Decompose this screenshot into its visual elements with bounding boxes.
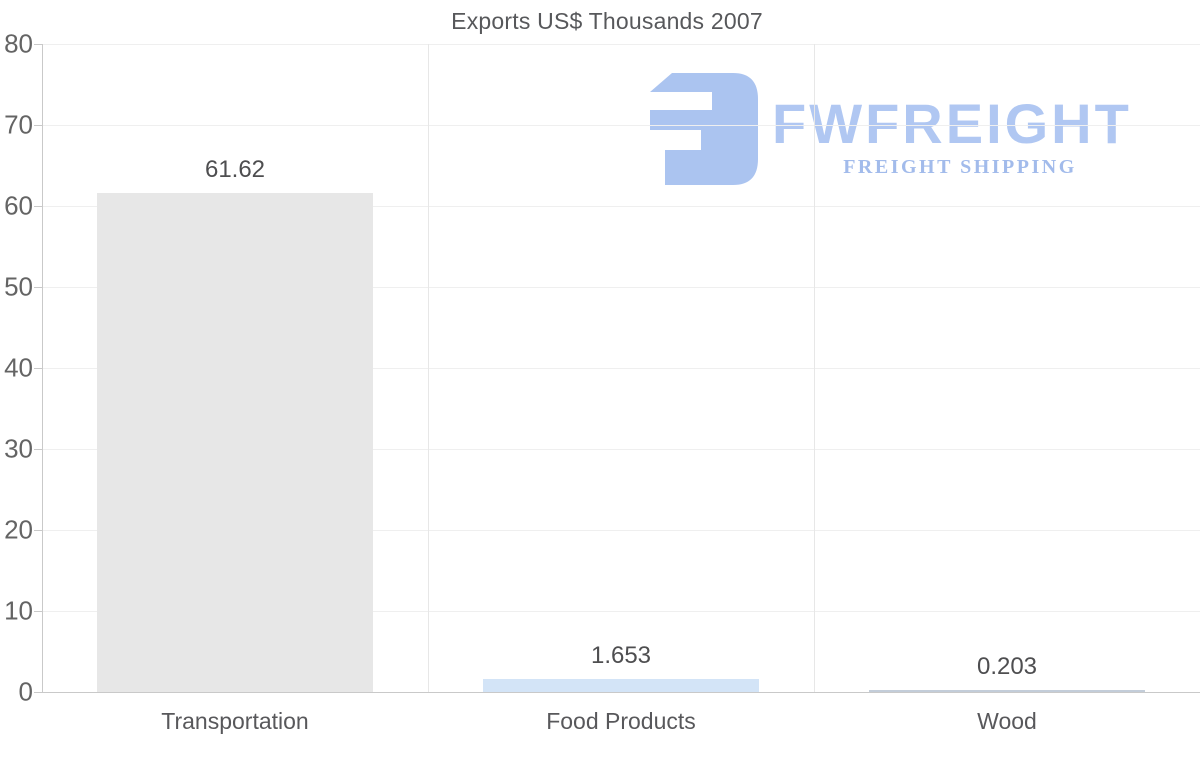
watermark-brand-text: FWFREIGHT xyxy=(772,92,1132,155)
ytick-label-70: 70 xyxy=(4,109,33,140)
ytick-label-50: 50 xyxy=(4,271,33,302)
category-label-0: Transportation xyxy=(161,708,309,734)
ytick-label-20: 20 xyxy=(4,514,33,545)
fwfreight-logo-icon xyxy=(650,73,758,185)
bar-transportation[interactable] xyxy=(97,193,373,692)
fwfreight-logo-icon-path xyxy=(650,73,758,185)
ytick-mark-70 xyxy=(34,125,42,126)
ytick-label-0: 0 xyxy=(18,676,33,707)
ytick-label-10: 10 xyxy=(4,595,33,626)
bar-food-products[interactable] xyxy=(483,679,759,692)
category-separator-1 xyxy=(428,44,429,692)
gridline-y-20 xyxy=(42,530,1200,531)
ytick-mark-30 xyxy=(34,449,42,450)
ytick-label-40: 40 xyxy=(4,352,33,383)
gridline-y-30 xyxy=(42,449,1200,450)
ytick-mark-60 xyxy=(34,206,42,207)
ytick-label-30: 30 xyxy=(4,433,33,464)
gridline-y-10 xyxy=(42,611,1200,612)
chart-title: Exports US$ Thousands 2007 xyxy=(451,8,763,34)
category-separator-2 xyxy=(814,44,815,692)
gridline-y-80 xyxy=(42,44,1200,45)
ytick-mark-20 xyxy=(34,530,42,531)
bar-wood[interactable] xyxy=(869,690,1145,692)
category-label-2: Wood xyxy=(977,708,1037,734)
gridline-y-70 xyxy=(42,125,1200,126)
ytick-mark-10 xyxy=(34,611,42,612)
ytick-mark-50 xyxy=(34,287,42,288)
category-label-1: Food Products xyxy=(546,708,696,734)
gridline-y-40 xyxy=(42,368,1200,369)
value-label-0: 61.62 xyxy=(204,156,266,183)
value-label-2: 0.203 xyxy=(976,653,1038,680)
ytick-mark-40 xyxy=(34,368,42,369)
ytick-label-80: 80 xyxy=(4,28,33,59)
ytick-mark-80 xyxy=(34,44,42,45)
value-label-1: 1.653 xyxy=(590,642,652,669)
gridline-y-60 xyxy=(42,206,1200,207)
y-axis-line xyxy=(42,44,43,692)
ytick-label-60: 60 xyxy=(4,190,33,221)
watermark-tagline-text: FREIGHT SHIPPING xyxy=(843,156,1077,178)
gridline-y-50 xyxy=(42,287,1200,288)
x-axis-baseline xyxy=(34,692,1200,693)
